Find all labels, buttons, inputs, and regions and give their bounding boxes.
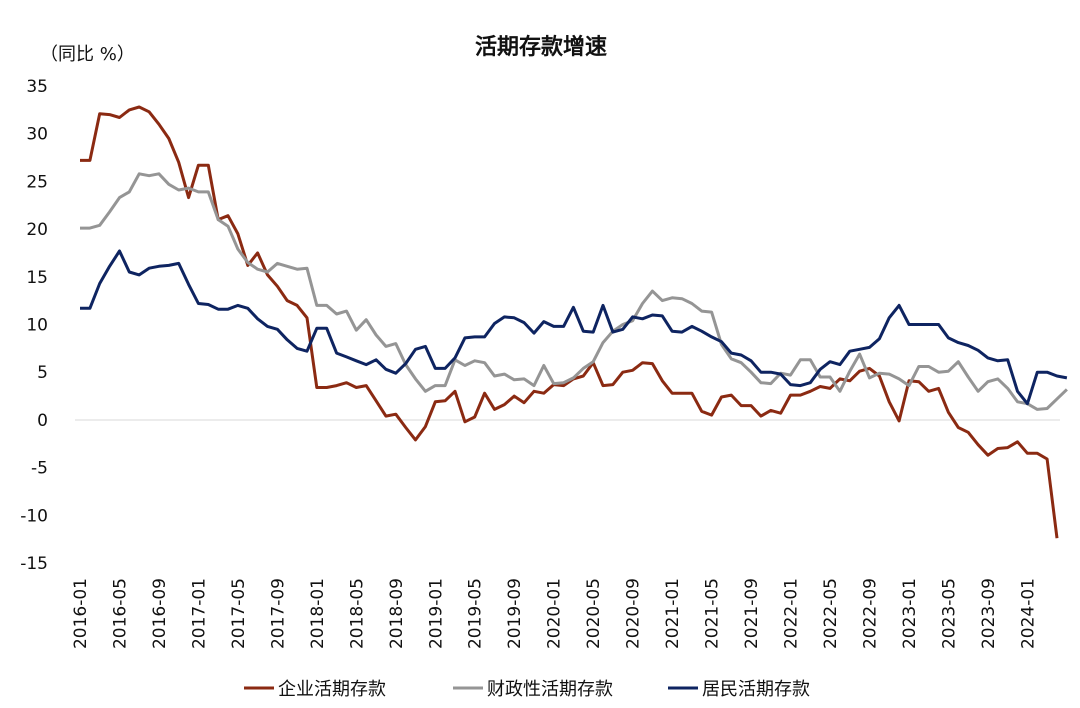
- y-tick-label: 20: [26, 220, 48, 240]
- y-axis: -15 -10 -5 0 5 10 15 20 25 30 35: [20, 77, 48, 574]
- y-tick-label: 30: [26, 125, 48, 145]
- y-tick-label: 25: [26, 172, 48, 192]
- x-tick-label: 2022-01: [782, 578, 802, 649]
- x-tick-label: 2021-01: [663, 578, 683, 649]
- x-tick-label: 2020-09: [624, 578, 644, 649]
- x-tick-label: 2023-09: [979, 578, 999, 649]
- series-line-2: [80, 249, 1068, 406]
- x-tick-label: 2017-09: [268, 578, 288, 649]
- y-tick-label: 10: [26, 316, 48, 336]
- x-tick-label: 2019-09: [505, 578, 525, 649]
- x-tick-label: 2021-05: [703, 578, 723, 649]
- x-tick-label: 2018-05: [347, 578, 367, 649]
- x-tick-label: 2017-05: [229, 578, 249, 649]
- x-tick-label: 2016-09: [150, 578, 170, 649]
- x-tick-label: 2020-05: [584, 578, 604, 649]
- series-line-0: [80, 105, 1059, 539]
- y-axis-unit-label: （同比 %）: [40, 44, 135, 65]
- legend-label-1: 财政性活期存款: [487, 679, 613, 700]
- x-tick-label: 2024-01: [1018, 578, 1038, 649]
- x-tick-label: 2021-09: [742, 578, 762, 649]
- x-tick-label: 2023-05: [939, 578, 959, 649]
- legend-label-2: 居民活期存款: [702, 679, 810, 700]
- y-tick-label: 5: [37, 363, 48, 383]
- x-tick-label: 2019-05: [466, 578, 486, 649]
- x-tick-label: 2019-01: [426, 578, 446, 649]
- y-tick-label: 0: [37, 411, 48, 431]
- x-tick-label: 2018-01: [308, 578, 328, 649]
- x-tick-label: 2022-09: [860, 578, 880, 649]
- legend-label-0: 企业活期存款: [278, 679, 386, 700]
- x-tick-label: 2017-01: [189, 578, 209, 649]
- x-tick-label: 2023-01: [900, 578, 920, 649]
- x-tick-label: 2022-05: [821, 578, 841, 649]
- chart-title: 活期存款增速: [475, 34, 607, 60]
- x-tick-label: 2016-01: [71, 578, 91, 649]
- x-tick-label: 2016-05: [110, 578, 130, 649]
- y-tick-label: -5: [31, 459, 48, 479]
- y-tick-label: -10: [20, 506, 48, 526]
- y-tick-label: 15: [26, 268, 48, 288]
- x-tick-label: 2018-09: [387, 578, 407, 649]
- x-tick-label: 2020-01: [545, 578, 565, 649]
- x-axis: 2016-01 2016-05 2016-09 2017-01 2017-05 2017-…: [71, 578, 1038, 649]
- series-line-1: [80, 172, 1068, 411]
- legend: 企业活期存款 财政性活期存款 居民活期存款: [244, 679, 810, 700]
- y-tick-label: 35: [26, 77, 48, 97]
- series-group: [80, 105, 1068, 539]
- y-tick-label: -15: [20, 554, 48, 574]
